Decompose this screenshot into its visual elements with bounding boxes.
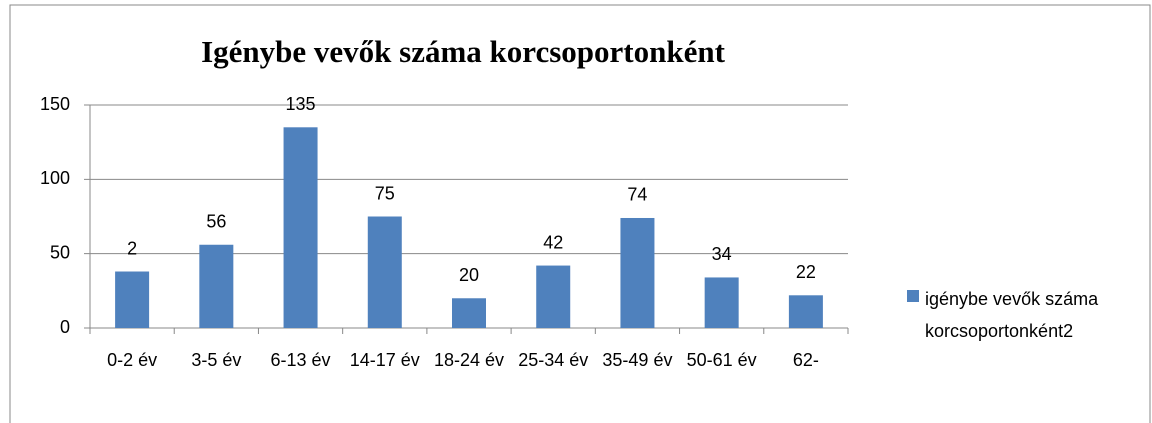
data-label: 34: [712, 244, 732, 264]
bar: [115, 271, 150, 328]
chart-border: [9, 4, 1151, 423]
bar: [704, 277, 739, 328]
data-label: 75: [375, 183, 395, 203]
legend-swatch: [907, 290, 919, 302]
legend-label: igénybe vevők száma korcsoportonként2: [925, 289, 1099, 341]
bar: [620, 217, 655, 328]
x-tick-label: 62-: [792, 350, 819, 370]
data-label: 20: [459, 265, 479, 285]
bar: [536, 265, 571, 328]
bar: [452, 298, 486, 328]
data-label: 22: [796, 262, 816, 282]
y-tick-label: 100: [40, 168, 70, 188]
x-tick-label: 25-34 év: [518, 350, 589, 370]
x-tick-label: 6-13 év: [270, 350, 331, 370]
x-tick-label: 3-5 év: [191, 350, 242, 370]
data-label: 56: [206, 211, 226, 231]
bar: [367, 216, 402, 328]
x-tick-label: 0-2 év: [107, 350, 158, 370]
x-tick-label: 18-24 év: [433, 350, 505, 370]
y-tick-label: 150: [40, 94, 70, 114]
data-label: 74: [627, 185, 647, 205]
y-tick-label: 50: [50, 242, 70, 262]
data-label: 2: [127, 238, 137, 258]
chart-title: Igénybe vevők száma korcsoportonként: [201, 34, 726, 69]
bar: [788, 295, 823, 328]
y-tick-label: 0: [60, 317, 70, 337]
bar: [199, 244, 234, 328]
data-label: 42: [543, 232, 563, 252]
data-label: 135: [286, 94, 316, 114]
bar: [283, 127, 318, 328]
x-tick-label: 50-61 év: [686, 350, 757, 370]
x-tick-label: 35-49 év: [602, 350, 673, 370]
x-tick-label: 14-17 év: [349, 350, 420, 370]
